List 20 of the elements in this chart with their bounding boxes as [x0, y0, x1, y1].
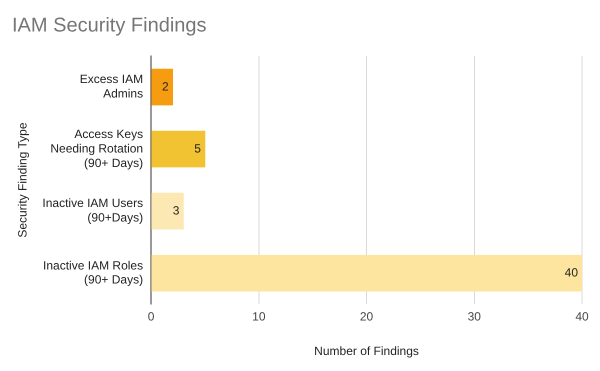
- y-axis-title: Security Finding Type: [16, 122, 30, 238]
- y-tick-label: Access Keys Needing Rotation (90+ Days): [50, 126, 144, 170]
- x-tick-label: 30: [468, 310, 482, 324]
- x-axis-title: Number of Findings: [314, 344, 419, 358]
- x-tick-label: 40: [575, 310, 589, 324]
- x-tick-label: 20: [360, 310, 374, 324]
- bar: [151, 192, 184, 230]
- data-label: 40: [564, 265, 578, 280]
- data-label: 5: [194, 141, 202, 156]
- y-tick-label: Inactive IAM Roles (90+ Days): [43, 258, 144, 287]
- bar: [151, 130, 206, 168]
- y-tick-label: Inactive IAM Users (90+Days): [42, 196, 144, 225]
- x-tick-label: 0: [148, 310, 155, 324]
- bar: [151, 254, 582, 292]
- data-label: 2: [162, 79, 169, 94]
- chart-title: IAM Security Findings: [12, 14, 207, 37]
- y-tick-label: Excess IAM Admins: [80, 72, 144, 101]
- x-tick-label: 10: [252, 310, 266, 324]
- bar: [151, 68, 173, 106]
- data-label: 3: [172, 203, 180, 218]
